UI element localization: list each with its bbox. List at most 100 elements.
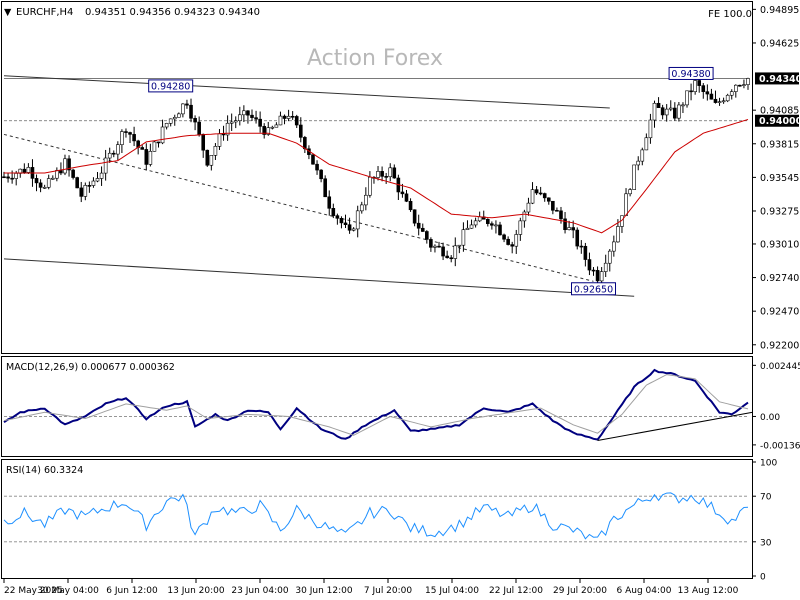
candle-body	[213, 146, 218, 156]
candle-body	[693, 80, 697, 93]
price-annotation-box	[148, 79, 194, 93]
price-candle	[103, 149, 108, 181]
candle-body	[290, 115, 295, 118]
candle-body	[282, 115, 287, 119]
price-candle	[331, 203, 336, 219]
price-candle	[579, 240, 584, 254]
candle-body	[725, 94, 730, 102]
price-annotation-label: 0.92650	[574, 284, 613, 295]
candle-body	[595, 270, 600, 282]
price-axis-label: 0.94895	[760, 5, 799, 16]
price-candle	[172, 114, 177, 126]
candle-body	[388, 167, 393, 178]
candle-body	[380, 171, 384, 177]
dashed-support-line	[3, 133, 594, 282]
candle-body	[563, 218, 567, 231]
price-candle	[274, 122, 279, 128]
candle-body	[2, 176, 6, 179]
time-axis-label: 30 Jun 12:00	[295, 586, 352, 596]
price-candle	[664, 104, 669, 122]
rsi-panel-frame	[1, 459, 753, 579]
price-candle	[181, 103, 185, 118]
candle-body	[75, 177, 79, 189]
candle-body	[160, 126, 165, 144]
candle-body	[217, 133, 222, 147]
price-candle	[571, 220, 575, 239]
price-candle	[738, 84, 742, 87]
candle-body	[571, 227, 575, 231]
candle-body	[103, 157, 108, 174]
price-candles	[2, 75, 750, 285]
price-candle	[282, 114, 287, 125]
price-candle	[599, 267, 604, 283]
candle-body	[392, 167, 397, 179]
candle-body	[99, 172, 104, 179]
price-candle	[506, 236, 510, 246]
candle-body	[59, 170, 63, 174]
rsi-axis-label: 100	[760, 459, 777, 469]
rsi-axis: 100 70 30 0	[752, 459, 777, 583]
candle-body	[303, 137, 307, 150]
price-candle	[498, 221, 502, 236]
candle-body	[246, 110, 250, 116]
price-candle	[526, 197, 531, 216]
price-candle	[673, 102, 677, 121]
candle-body	[713, 98, 718, 103]
price-candle	[75, 176, 79, 189]
time-axis-label: 30 May 04:00	[37, 586, 99, 596]
candle-body	[689, 90, 693, 93]
candle-body	[347, 224, 352, 231]
price-axis-label: 0.93545	[760, 173, 799, 184]
candle-body	[498, 224, 502, 236]
price-candle	[128, 131, 132, 143]
price-candle	[213, 143, 218, 161]
candle-body	[148, 151, 153, 165]
macd-trendline	[597, 411, 753, 441]
time-axis-label: 15 Jul 04:00	[425, 586, 479, 596]
price-candle	[339, 216, 344, 229]
price-candle	[660, 104, 665, 120]
price-candle	[685, 90, 689, 108]
time-axis-label: 22 May 2025	[4, 586, 63, 596]
price-candle	[416, 214, 421, 236]
candle-body	[457, 244, 462, 247]
macd-signal-line	[3, 374, 749, 436]
candle-body	[579, 245, 584, 248]
candle-body	[22, 168, 27, 173]
price-annotation-box	[571, 282, 617, 296]
price-candle	[677, 102, 681, 122]
price-candle	[453, 237, 458, 267]
candle-body	[701, 85, 706, 92]
candle-body	[473, 220, 478, 226]
price-candle	[246, 110, 250, 124]
price-candle	[384, 172, 388, 184]
candle-body	[359, 204, 364, 212]
price-candle	[607, 249, 612, 272]
price-candle	[437, 241, 441, 248]
candle-body	[425, 231, 429, 240]
price-candle	[95, 171, 100, 183]
price-candle	[538, 186, 543, 196]
price-axis-label: 0.93275	[760, 206, 799, 217]
candle-body	[546, 197, 551, 202]
price-candle	[148, 143, 153, 167]
price-candle	[364, 187, 368, 211]
price-candle	[111, 150, 116, 158]
price-candle	[376, 166, 380, 181]
price-candle	[140, 145, 145, 150]
time-axis-label: 7 Jul 20:00	[364, 586, 413, 596]
candle-body	[587, 259, 592, 271]
price-axis: 0.94895 0.94625 0.94085 0.93815 0.93545 0.932…	[752, 5, 800, 351]
price-candle	[420, 223, 425, 232]
candle-body	[286, 115, 291, 119]
candle-body	[274, 124, 279, 128]
price-candle	[701, 83, 706, 99]
price-axis-label: 0.93010	[760, 239, 799, 250]
candle-body	[465, 227, 470, 231]
candle-body	[449, 257, 454, 260]
price-candle	[319, 169, 323, 183]
candle-body	[181, 103, 185, 115]
candle-body	[461, 229, 466, 246]
